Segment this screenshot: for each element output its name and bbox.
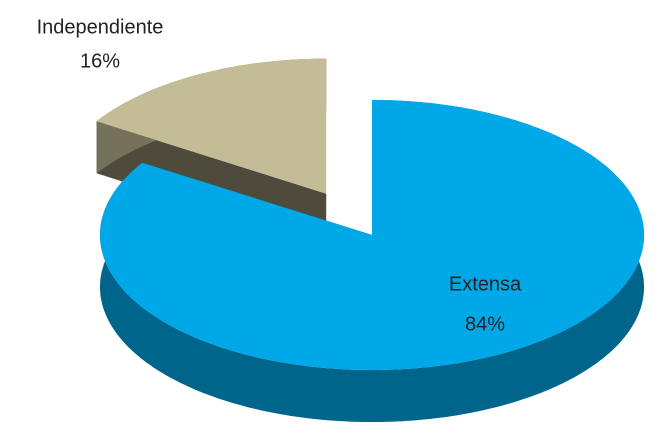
slice	[96, 58, 327, 194]
slice	[100, 100, 644, 370]
slice-value-label: 16%	[80, 50, 120, 72]
slice-value-label: 84%	[465, 313, 505, 335]
slice-label: Independiente	[37, 16, 164, 38]
slice-label: Extensa	[449, 273, 522, 295]
